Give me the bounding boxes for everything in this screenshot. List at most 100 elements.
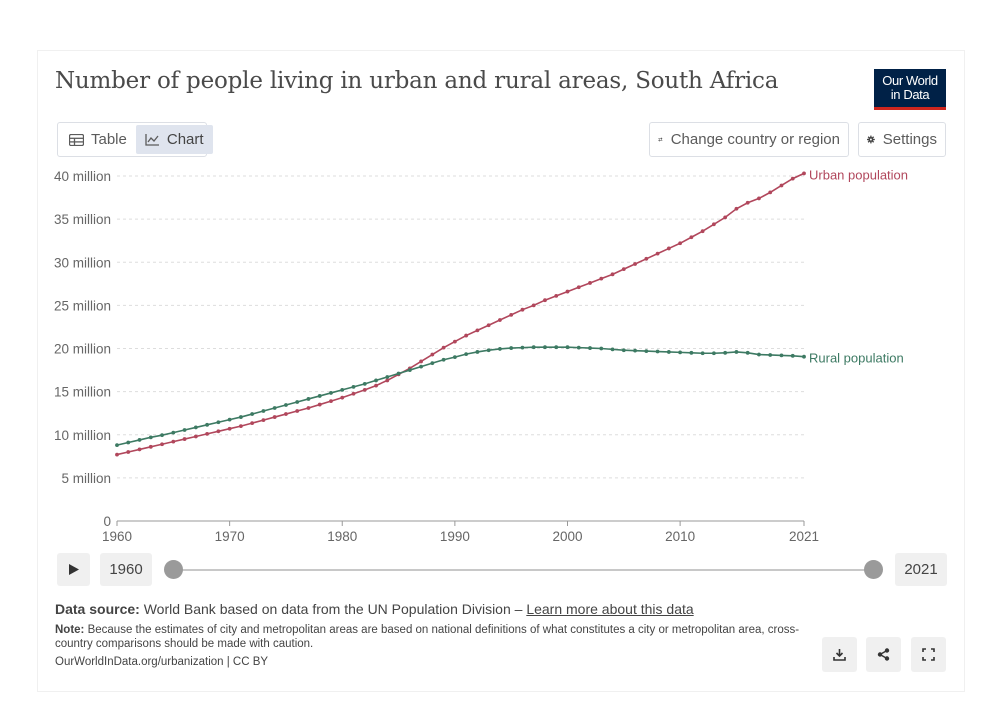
data-point: [272, 406, 277, 410]
data-point: [306, 397, 311, 401]
series-label: Rural population: [809, 351, 904, 366]
data-point: [115, 443, 119, 447]
data-point: [655, 349, 660, 354]
data-point: [374, 383, 378, 388]
source-url[interactable]: OurWorldInData.org/urbanization | CC BY: [55, 656, 269, 668]
settings-button[interactable]: Settings: [858, 122, 946, 157]
data-point: [678, 241, 683, 246]
data-point: [723, 350, 728, 355]
data-point: [475, 350, 480, 354]
tab-table[interactable]: Table: [60, 125, 136, 154]
tab-table-label: Table: [91, 131, 127, 148]
data-point: [160, 442, 164, 447]
change-country-button[interactable]: Change country or region: [649, 122, 849, 157]
x-tick-label: 2021: [789, 529, 819, 544]
data-point: [216, 420, 221, 425]
data-point: [160, 433, 164, 438]
view-tabs: Table Chart: [57, 122, 213, 157]
series-line: [116, 172, 805, 456]
data-point: [700, 351, 705, 356]
data-point: [745, 350, 750, 355]
data-point: [610, 272, 615, 277]
logo-accent-bar: [874, 107, 946, 110]
timeline-start-handle[interactable]: [164, 560, 183, 579]
data-point: [171, 439, 176, 444]
y-tick-label: 30 million: [54, 255, 111, 270]
data-point: [419, 359, 423, 364]
data-point: [238, 424, 243, 429]
fullscreen-icon: [922, 648, 935, 661]
gear-icon: [867, 135, 875, 144]
data-point: [565, 345, 570, 350]
data-point: [362, 388, 367, 392]
logo-line-1: Our World: [882, 73, 938, 88]
data-point: [126, 440, 131, 445]
download-button[interactable]: [822, 637, 857, 672]
data-point: [678, 350, 683, 355]
grid-lines: [117, 175, 804, 479]
end-year-box[interactable]: 2021: [895, 553, 947, 586]
data-point: [734, 350, 739, 354]
data-point: [757, 352, 761, 357]
data-point: [576, 285, 581, 290]
data-point: [599, 346, 604, 351]
data-point: [644, 256, 649, 261]
series-lines: [115, 171, 806, 457]
data-point: [430, 352, 435, 357]
x-tick-label: 1970: [215, 529, 245, 544]
data-point: [588, 346, 592, 350]
learn-more-link[interactable]: Learn more about this data: [526, 601, 694, 617]
tab-chart[interactable]: Chart: [135, 125, 213, 154]
data-point: [790, 353, 795, 358]
data-point: [351, 391, 356, 396]
data-point: [498, 318, 502, 322]
source-label: Data source:: [55, 601, 140, 617]
data-point: [599, 276, 604, 281]
y-tick-label: 40 million: [54, 169, 111, 184]
start-year-box[interactable]: 1960: [100, 553, 152, 586]
data-point: [734, 206, 739, 211]
note-label: Note:: [55, 624, 85, 636]
data-point: [464, 333, 469, 338]
data-point: [351, 384, 356, 389]
data-point: [396, 371, 401, 376]
data-point: [385, 375, 390, 379]
data-point: [284, 412, 288, 416]
chart-title: Number of people living in urban and rur…: [55, 68, 779, 94]
data-point: [700, 229, 705, 234]
data-point: [666, 246, 671, 251]
data-point: [633, 348, 637, 353]
tab-chart-label: Chart: [166, 131, 204, 148]
data-point: [137, 447, 142, 452]
share-button[interactable]: [866, 637, 901, 672]
fullscreen-button[interactable]: [911, 637, 946, 672]
owid-logo[interactable]: Our World in Data: [874, 69, 946, 110]
y-tick-label: 15 million: [54, 385, 111, 400]
data-point: [588, 281, 592, 285]
download-icon: [833, 649, 846, 661]
data-point: [329, 399, 333, 404]
data-point: [407, 368, 412, 372]
y-tick-label: 5 million: [61, 471, 111, 486]
timeline-track[interactable]: [173, 569, 873, 571]
data-point: [655, 251, 660, 256]
data-point: [374, 378, 378, 383]
data-point: [621, 348, 626, 353]
data-point: [340, 395, 345, 400]
data-point: [802, 354, 806, 359]
data-point: [768, 190, 773, 195]
x-tick-label: 1960: [102, 529, 132, 544]
data-point: [317, 402, 322, 407]
data-point: [712, 351, 716, 356]
data-point: [441, 345, 446, 350]
play-button[interactable]: [57, 553, 90, 586]
data-point: [295, 409, 300, 413]
data-point: [689, 350, 694, 355]
data-point: [745, 200, 750, 205]
timeline-end-handle[interactable]: [864, 560, 883, 579]
data-point: [509, 312, 514, 317]
note-text: Because the estimates of city and metrop…: [55, 624, 800, 650]
data-point: [543, 345, 547, 350]
data-point: [148, 435, 153, 440]
